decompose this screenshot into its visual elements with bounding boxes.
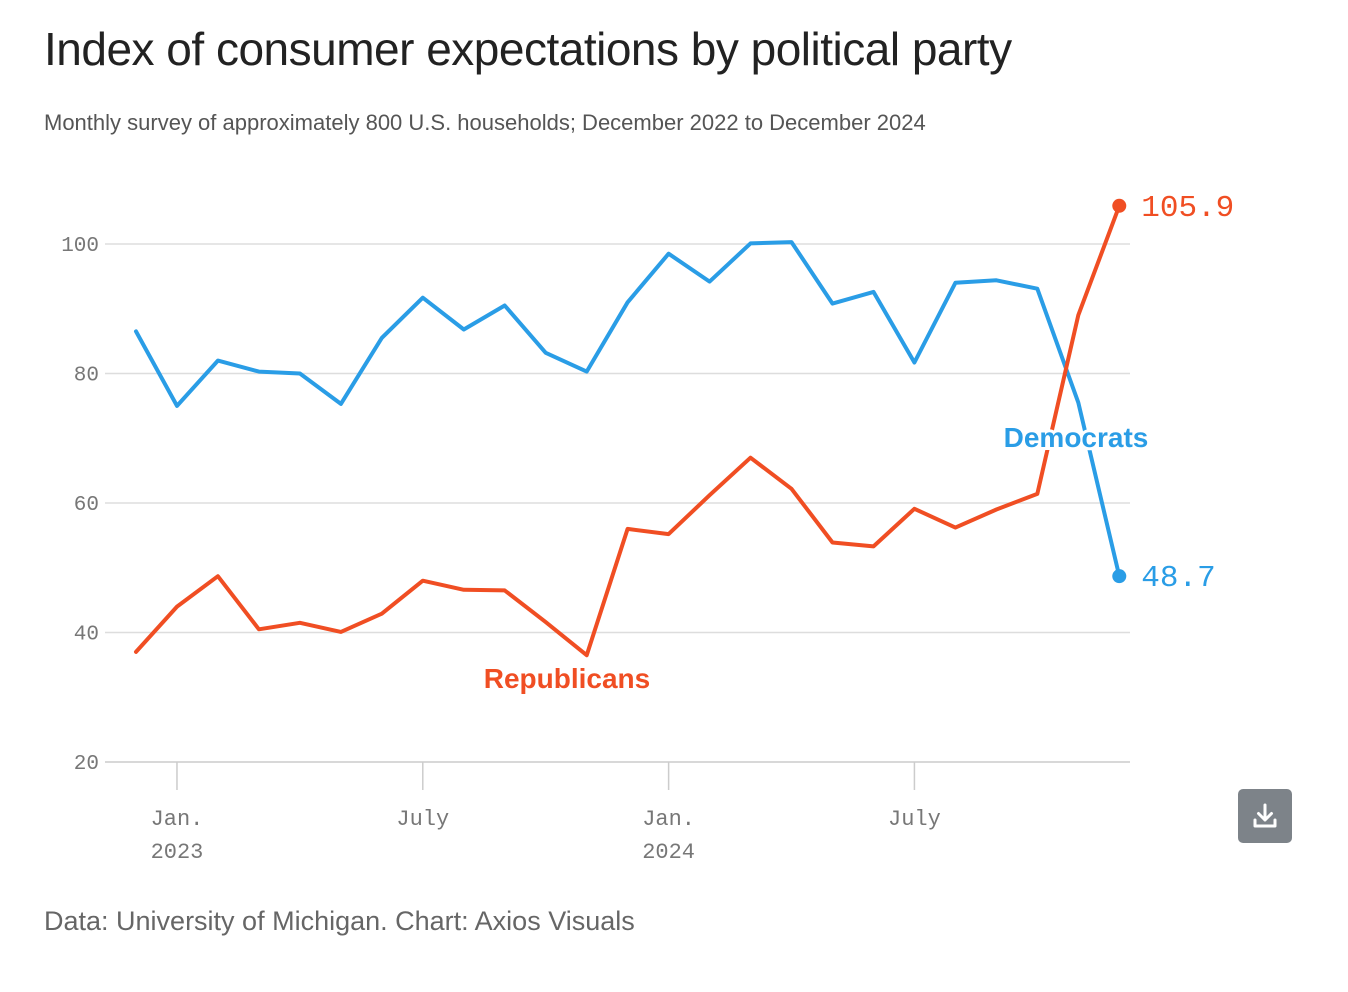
x-tick-label: Jan. xyxy=(151,807,204,832)
chart-subtitle: Monthly survey of approximately 800 U.S.… xyxy=(44,110,926,135)
y-tick-label: 100 xyxy=(61,235,99,258)
x-tick-label: Jan. xyxy=(642,807,695,832)
download-icon xyxy=(1253,803,1277,828)
end-point-republicans xyxy=(1112,198,1127,213)
series-label-democrats: Democrats xyxy=(1004,422,1149,453)
series-line-democrats xyxy=(134,240,1122,579)
y-tick-label: 80 xyxy=(74,365,99,388)
end-value-label-republicans: 105.9 xyxy=(1141,191,1234,226)
end-point-democrats xyxy=(1112,569,1127,584)
end-markers: 48.7 105.9 xyxy=(1112,191,1234,596)
series-line-republicans xyxy=(134,203,1122,658)
chart-title: Index of consumer expectations by politi… xyxy=(44,23,1012,75)
x-axis-ticks: Jan. 2023 July Jan. 2024 July xyxy=(151,762,941,865)
y-axis-ticks: 20 40 60 80 100 xyxy=(61,235,99,776)
y-tick-label: 40 xyxy=(74,624,99,647)
x-tick-year: 2023 xyxy=(151,840,204,865)
download-button[interactable] xyxy=(1238,789,1292,843)
series-lines xyxy=(134,203,1122,658)
x-tick-year: 2024 xyxy=(642,840,695,865)
x-tick-label: July xyxy=(396,807,449,832)
y-tick-label: 60 xyxy=(74,494,99,517)
y-tick-label: 20 xyxy=(74,753,99,776)
source-note: Data: University of Michigan. Chart: Axi… xyxy=(44,906,635,936)
x-tick-label: July xyxy=(888,807,941,832)
end-value-label-democrats: 48.7 xyxy=(1141,561,1215,596)
series-label-republicans: Republicans xyxy=(484,663,650,694)
line-chart: 20 40 60 80 100 Jan. 2023 July Jan. 2024 July Rep… xyxy=(61,191,1234,865)
